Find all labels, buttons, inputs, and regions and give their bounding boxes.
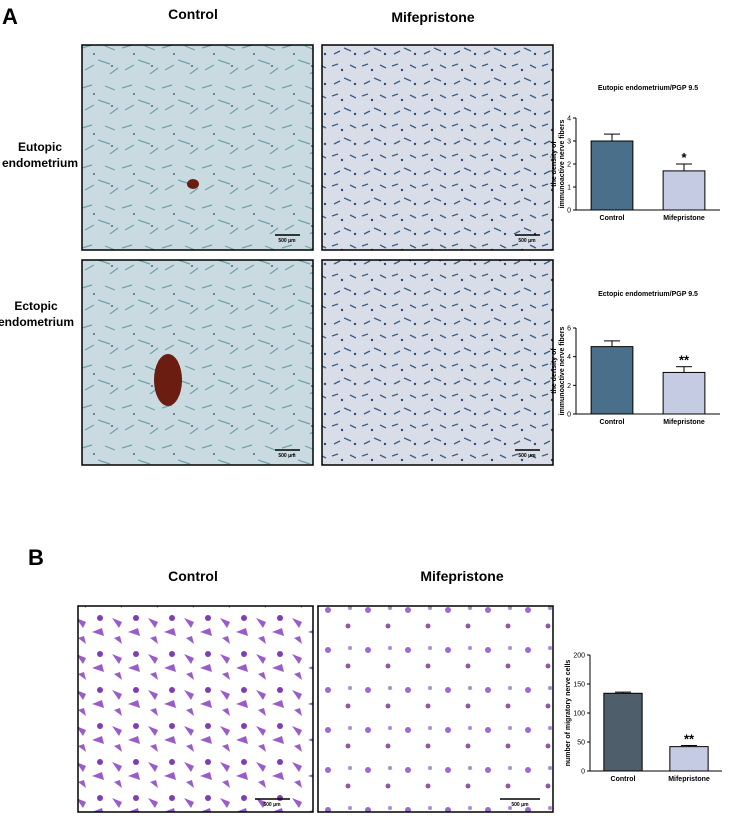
row-label: Eutopic [18, 140, 62, 154]
y-tick-label: 2 [567, 383, 571, 390]
y-axis-label: the density of [551, 141, 558, 187]
panel-label: B [28, 545, 44, 570]
bar [662, 371, 706, 415]
y-tick-label: 4 [567, 354, 571, 361]
y-axis-label: immunoactive nerve fibers [559, 120, 566, 209]
x-tick-label: Mifepristone [668, 776, 710, 783]
column-header: Control [168, 568, 218, 584]
row-label: endometrium [2, 156, 78, 170]
y-axis-label: number of migratory nerve cells [565, 660, 572, 767]
column-header: Mifepristone [391, 9, 474, 25]
scale-bars [255, 234, 540, 800]
scale-bar-label: 500 μm [263, 802, 281, 808]
micrograph [77, 605, 314, 813]
y-tick-label: 50 [577, 740, 585, 747]
x-tick-label: Control [600, 419, 625, 426]
y-tick-label: 1 [567, 185, 571, 192]
stained-fiber [187, 179, 199, 189]
y-tick-label: 6 [567, 326, 571, 333]
y-tick-label: 200 [573, 653, 585, 660]
column-header: Control [168, 6, 218, 22]
bar [669, 746, 709, 772]
scale-bar-label: 500 μm [278, 453, 296, 459]
y-axis-label: immunoactive nerve fibers [559, 327, 566, 416]
x-tick-label: Mifepristone [663, 419, 705, 426]
x-tick-label: Mifepristone [663, 215, 705, 222]
y-tick-label: 2 [567, 162, 571, 169]
micrograph [321, 259, 554, 466]
significance-label: ** [679, 353, 690, 368]
micrograph [321, 44, 554, 251]
x-tick-label: Control [600, 215, 625, 222]
panel-label: A [2, 4, 18, 29]
y-tick-label: 100 [573, 711, 585, 718]
micrograph [317, 605, 554, 813]
scale-bar-label: 500 μm [511, 802, 529, 808]
y-tick-label: 0 [581, 769, 585, 776]
row-label: Ectopic [14, 299, 58, 313]
scale-bar-label: 500 μm [518, 453, 536, 459]
y-tick-label: 150 [573, 682, 585, 689]
micrograph [81, 259, 314, 466]
y-tick-label: 4 [567, 116, 571, 123]
stained-fiber [154, 354, 182, 406]
significance-label: ** [684, 731, 695, 746]
significance-label: * [681, 150, 687, 165]
chart-title: Ectopic endometrium/PGP 9.5 [598, 291, 698, 298]
y-tick-label: 0 [567, 412, 571, 419]
micrograph [81, 44, 314, 251]
scale-bar-label: 500 μm [278, 238, 296, 244]
bar [603, 692, 643, 772]
y-tick-label: 3 [567, 139, 571, 146]
y-axis-label: the density of [551, 348, 558, 394]
column-header: Mifepristone [420, 568, 503, 584]
y-tick-label: 0 [567, 208, 571, 215]
bar [590, 346, 634, 415]
row-label: endometrium [0, 315, 74, 329]
bar [590, 140, 634, 211]
scale-bar-label: 500 μm [518, 238, 536, 244]
x-tick-label: Control [611, 776, 636, 783]
chart-title: Eutopic endometrium/PGP 9.5 [598, 85, 698, 92]
bar [662, 170, 706, 211]
